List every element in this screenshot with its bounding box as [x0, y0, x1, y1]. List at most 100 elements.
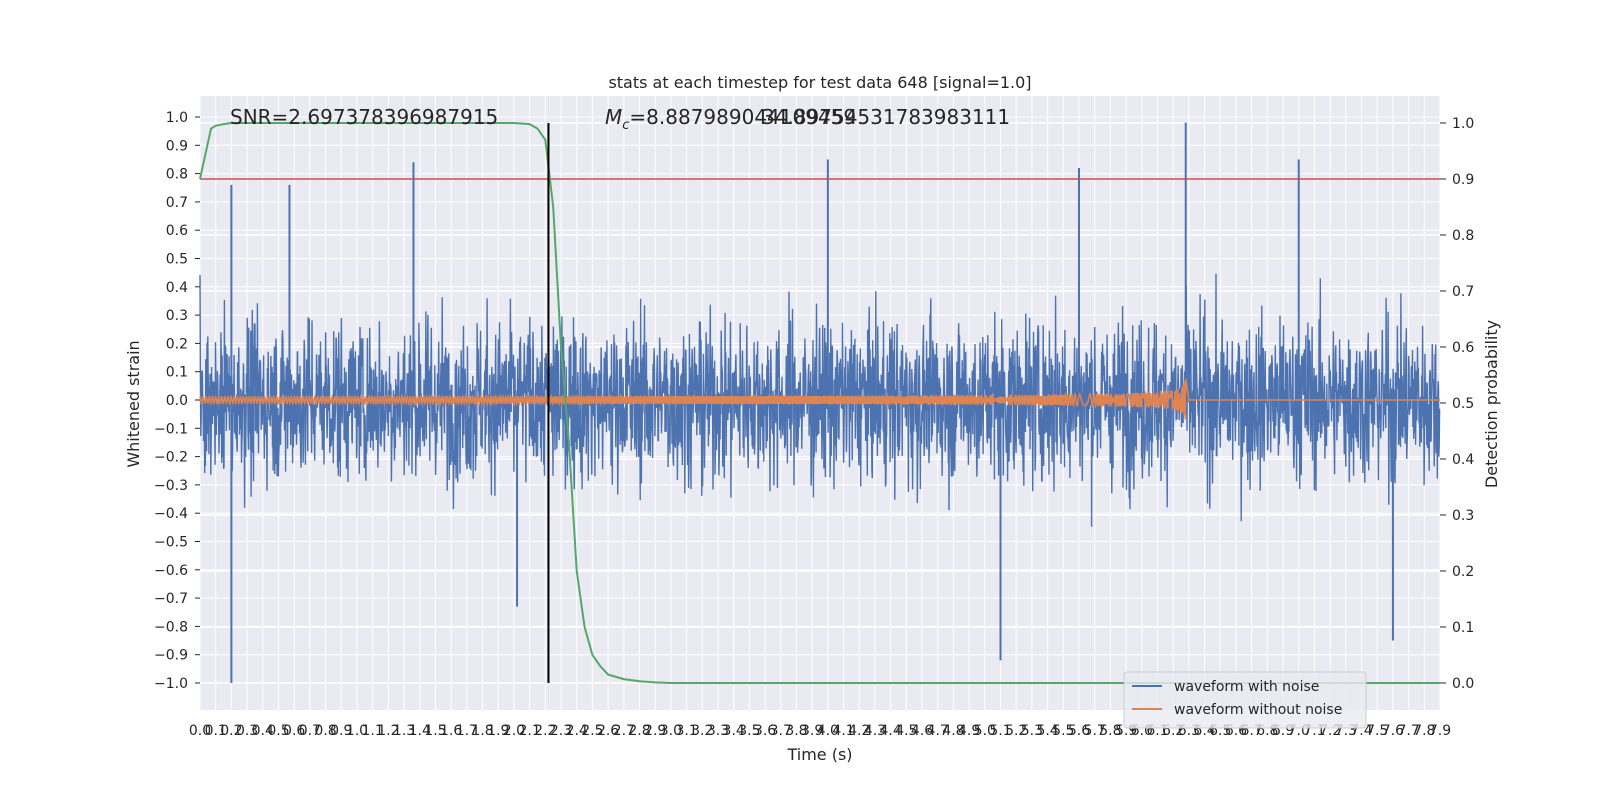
legend-box: [1123, 671, 1367, 729]
x-tick-label: 3.8: [785, 723, 807, 739]
x-tick-label: 2.3: [550, 723, 572, 739]
y-tick-label-left: −0.6: [154, 563, 188, 579]
x-tick-label: 1.1: [362, 723, 384, 739]
x-tick-label: 1.8: [471, 723, 493, 739]
y-tick-label-right: 0.4: [1452, 452, 1474, 468]
y-tick-label-left: 0.2: [166, 336, 188, 352]
x-tick-label: 3.3: [707, 723, 729, 739]
x-tick-label: 2.0: [503, 723, 525, 739]
x-tick-label: 7.7: [1397, 723, 1419, 739]
y-tick-label-left: 0.1: [166, 365, 188, 381]
x-tick-label: 7.6: [1382, 723, 1404, 739]
x-tick-label: 5.8: [1099, 723, 1121, 739]
y-tick-label-right: 0.6: [1452, 340, 1474, 356]
y-tick-label-left: −0.4: [154, 506, 188, 522]
x-tick-label: 4.7: [927, 723, 949, 739]
x-tick-label: 5.0: [974, 723, 996, 739]
y-tick-label-left: 0.7: [166, 195, 188, 211]
x-tick-label: 3.7: [770, 723, 792, 739]
x-tick-label: 3.6: [754, 723, 776, 739]
mc-value: =8.887989044109459: [629, 105, 856, 129]
x-tick-label: 2.4: [566, 723, 588, 739]
x-tick-label: 0.4: [252, 723, 274, 739]
x-tick-label: 1.9: [487, 723, 509, 739]
y-tick-label-right: 0.0: [1452, 676, 1474, 692]
mc-annotation: Mc=8.887989044109459: [605, 105, 856, 133]
legend-label-noisy: waveform with noise: [1174, 679, 1319, 695]
x-tick-label: 5.7: [1084, 723, 1106, 739]
y-tick-label-right: 0.5: [1452, 396, 1474, 412]
overlay: [199, 122, 1440, 684]
x-tick-label: 3.2: [691, 723, 713, 739]
y-tick-label-left: −0.8: [154, 619, 188, 635]
x-tick-label: 2.8: [628, 723, 650, 739]
x-tick-label: 0.3: [236, 723, 258, 739]
y-tick-label-left: −0.2: [154, 450, 188, 466]
x-tick-label: 4.5: [895, 723, 917, 739]
legend-label-clean: waveform without noise: [1174, 702, 1342, 718]
y-tick-label-left: −0.1: [154, 421, 188, 437]
x-tick-label: 1.6: [440, 723, 462, 739]
waveform-with-noise-line: [199, 273, 1441, 527]
y-tick-label-left: 0.0: [166, 393, 188, 409]
x-tick-label: 0.8: [314, 723, 336, 739]
x-tick-label: 0.6: [283, 723, 305, 739]
chart-title: stats at each timestep for test data 648…: [608, 73, 1031, 92]
x-tick-label: 2.6: [597, 723, 619, 739]
x-tick-label: 1.7: [456, 723, 478, 739]
x-tick-label: 4.2: [848, 723, 870, 739]
x-tick-label: 1.2: [377, 723, 399, 739]
x-tick-label: 3.1: [675, 723, 697, 739]
x-tick-label: 5.5: [1052, 723, 1074, 739]
x-tick-label: 5.4: [1036, 723, 1058, 739]
x-tick-label: 0.9: [330, 723, 352, 739]
mc-subscript: c: [622, 118, 629, 133]
x-tick-label: 3.4: [723, 723, 745, 739]
y-tick-label-left: −1.0: [154, 676, 188, 692]
x-tick-label: 5.2: [1005, 723, 1027, 739]
y-tick-label-right: 0.1: [1452, 620, 1474, 636]
y-tick-label-right: 0.7: [1452, 284, 1474, 300]
y-ticks-right: 1.0 0.9 0.8 0.7 0.6 0.5 0.4 0.3 0.2 0.1 0.0: [1440, 116, 1474, 692]
y-tick-label-right: 0.8: [1452, 228, 1474, 244]
y-tick-label-right: 1.0: [1452, 116, 1474, 132]
x-tick-label: 1.5: [424, 723, 446, 739]
x-tick-label: 2.5: [581, 723, 603, 739]
y-tick-label-right: 0.3: [1452, 508, 1474, 524]
mc-overlap-annotation: 34.89754531783983111: [762, 105, 1010, 129]
x-tick-label: 0.1: [205, 723, 227, 739]
x-tick-label: 1.3: [393, 723, 415, 739]
x-tick-label: 0.2: [220, 723, 242, 739]
x-tick-label: 3.0: [660, 723, 682, 739]
y-tick-label-left: −0.5: [154, 535, 188, 551]
x-tick-label: 1.0: [346, 723, 368, 739]
detection-probability-line: [199, 122, 1440, 684]
y-tick-label-left: 0.4: [166, 280, 188, 296]
x-tick-label: 4.6: [911, 723, 933, 739]
y-tick-label-left: 1.0: [166, 110, 188, 126]
mc-symbol: M: [605, 105, 622, 129]
x-tick-label: 4.3: [864, 723, 886, 739]
y-tick-label-left: −0.9: [154, 648, 188, 664]
y-tick-label-right: 0.2: [1452, 564, 1474, 580]
legend: waveform with noise waveform without noi…: [1123, 671, 1367, 729]
x-tick-label: 2.1: [518, 723, 540, 739]
x-tick-label: 4.8: [942, 723, 964, 739]
x-tick-label: 2.2: [534, 723, 556, 739]
x-tick-label: 7.9: [1429, 723, 1451, 739]
x-tick-label: 0.7: [299, 723, 321, 739]
x-tick-label: 5.1: [989, 723, 1011, 739]
y-tick-label-left: −0.3: [154, 478, 188, 494]
x-tick-label: 0.5: [267, 723, 289, 739]
y-tick-label-left: 0.9: [166, 138, 188, 154]
y-ticks-left: 1.0 0.9 0.8 0.7 0.6 0.5 0.4 0.3 0.2 0.1 0.0 −0.1 −0.…: [154, 110, 200, 692]
y-tick-label-left: 0.3: [166, 308, 188, 324]
x-tick-label: 2.7: [613, 723, 635, 739]
x-tick-label: 5.6: [1068, 723, 1090, 739]
x-tick-label: 7.5: [1366, 723, 1388, 739]
series-waveform-with-noise: [199, 122, 1441, 683]
x-tick-label: 3.5: [738, 723, 760, 739]
y-tick-label-left: 0.6: [166, 223, 188, 239]
x-tick-label: 3.9: [801, 723, 823, 739]
